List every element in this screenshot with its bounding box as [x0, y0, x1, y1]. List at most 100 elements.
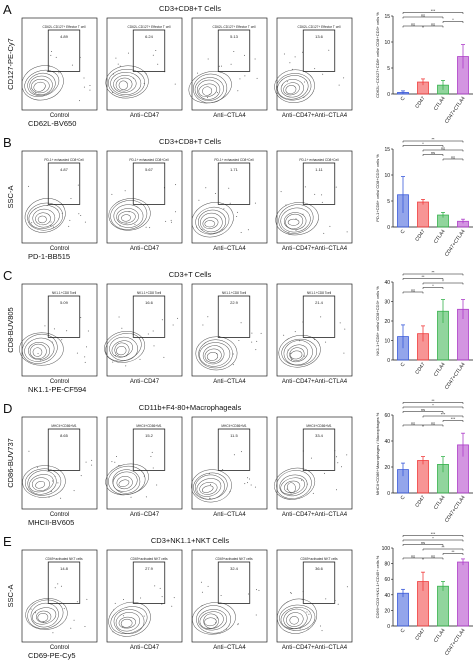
event-dot: [124, 190, 126, 192]
significance-label: *: [452, 18, 454, 22]
flow-plot-frame: [276, 283, 353, 377]
contour-line: [191, 469, 232, 503]
contour-line: [198, 609, 228, 631]
event-dot: [116, 466, 118, 468]
contour-line: [27, 599, 64, 629]
event-dot: [312, 492, 314, 494]
contour-line: [200, 212, 223, 233]
gate-value: 1.71: [230, 167, 239, 172]
event-dot: [53, 328, 55, 330]
gate-label: CD69+activated NKT cells: [130, 557, 168, 561]
event-dot: [91, 459, 93, 461]
contour-line: [22, 465, 66, 498]
event-dot: [344, 328, 346, 330]
event-dot: [79, 100, 81, 102]
contour-line: [203, 613, 219, 629]
x-tick-label: CTLA4: [433, 96, 447, 112]
event-dot: [207, 58, 209, 60]
contour-line: [19, 332, 64, 366]
event-dot: [130, 496, 132, 498]
event-dot: [207, 585, 209, 587]
condition-label: Anti−CTLA4: [213, 246, 246, 252]
significance-label: ns: [421, 541, 425, 545]
x-tick-label: CD47+CTLA4: [444, 495, 467, 524]
event-dot: [152, 330, 154, 332]
contour-line: [121, 214, 131, 222]
flow-plot-frame: [276, 150, 353, 244]
event-dot: [232, 364, 234, 366]
event-dot: [161, 596, 163, 598]
flow-x-axis-label: MHCII-BV605: [28, 518, 74, 527]
event-dot: [216, 92, 218, 94]
gate-label: CD69+activated NKT cells: [45, 557, 83, 561]
x-tick-label: CD47+CTLA4: [444, 628, 467, 657]
event-dot: [339, 322, 341, 324]
event-dot: [153, 345, 155, 347]
contour-line: [113, 204, 144, 228]
event-dot: [37, 353, 39, 355]
contour-line: [278, 334, 321, 368]
x-tick-label: CTLA4: [433, 229, 447, 245]
significance-bracket: [422, 25, 444, 28]
gate-label: NK1.1+CD8 Tcell: [137, 291, 162, 295]
event-dot: [58, 72, 60, 74]
flow-x-axis-label: NK1.1-PE-CF594: [28, 385, 86, 394]
significance-label: ***: [431, 532, 436, 536]
event-dot: [52, 226, 54, 228]
flow-plot: MHCII+CD86+M1 8.65 Control: [21, 416, 98, 518]
significance-label: ns: [431, 151, 435, 155]
contour-line: [113, 75, 137, 93]
event-dot: [303, 81, 305, 83]
contour-line: [116, 346, 127, 356]
x-tick-label: CD47+CTLA4: [444, 96, 467, 125]
event-dot: [85, 461, 87, 463]
significance-bracket: [422, 154, 444, 156]
event-dot: [201, 591, 203, 593]
contour-line: [108, 198, 151, 231]
y-tick-label: 0: [387, 225, 390, 231]
contour-line: [198, 83, 218, 98]
event-dot: [290, 493, 292, 495]
event-dot: [226, 628, 228, 630]
event-dot: [48, 496, 50, 498]
event-dot: [244, 483, 246, 485]
significance-label: ns: [411, 288, 415, 292]
event-dot: [285, 204, 287, 206]
contour-line: [283, 212, 307, 230]
event-dot: [323, 472, 325, 474]
contour-line: [31, 477, 50, 491]
event-dot: [303, 96, 305, 98]
contour-line: [110, 71, 142, 95]
flow-plot: MHCII+CD86+M1 15.2 Anti−CD47: [105, 416, 183, 518]
contour-line: [109, 336, 139, 361]
event-dot: [201, 228, 203, 230]
significance-bracket: [422, 548, 464, 551]
event-dot: [83, 77, 85, 79]
event-dot: [325, 341, 327, 343]
event-dot: [301, 598, 303, 600]
event-dot: [111, 91, 113, 93]
flow-plot-frame: [21, 150, 98, 244]
flow-plot-frame: [106, 283, 183, 377]
contour-line: [277, 75, 309, 100]
y-tick-label: 15: [384, 14, 390, 20]
contour-line: [110, 606, 148, 634]
condition-label: Anti−CD47: [130, 379, 160, 385]
panel-b: B CD3+CD8+T Cells PD-1+ exhausted CD8+Cell…: [3, 135, 473, 261]
contour-line: [105, 333, 142, 362]
event-dot: [170, 219, 172, 221]
contour-line: [31, 79, 50, 94]
contour-line: [284, 480, 301, 493]
gate-value: 5.13: [230, 34, 239, 39]
event-dot: [304, 355, 306, 357]
significance-bracket: [442, 553, 464, 555]
condition-label: Anti−CD47: [130, 246, 160, 252]
event-dot: [295, 229, 297, 231]
event-dot: [201, 604, 203, 606]
event-dot: [159, 587, 161, 589]
event-dot: [320, 316, 322, 318]
event-dot: [147, 333, 149, 335]
significance-label: ***: [441, 412, 446, 416]
event-dot: [91, 464, 93, 466]
gate-box: [217, 561, 251, 604]
